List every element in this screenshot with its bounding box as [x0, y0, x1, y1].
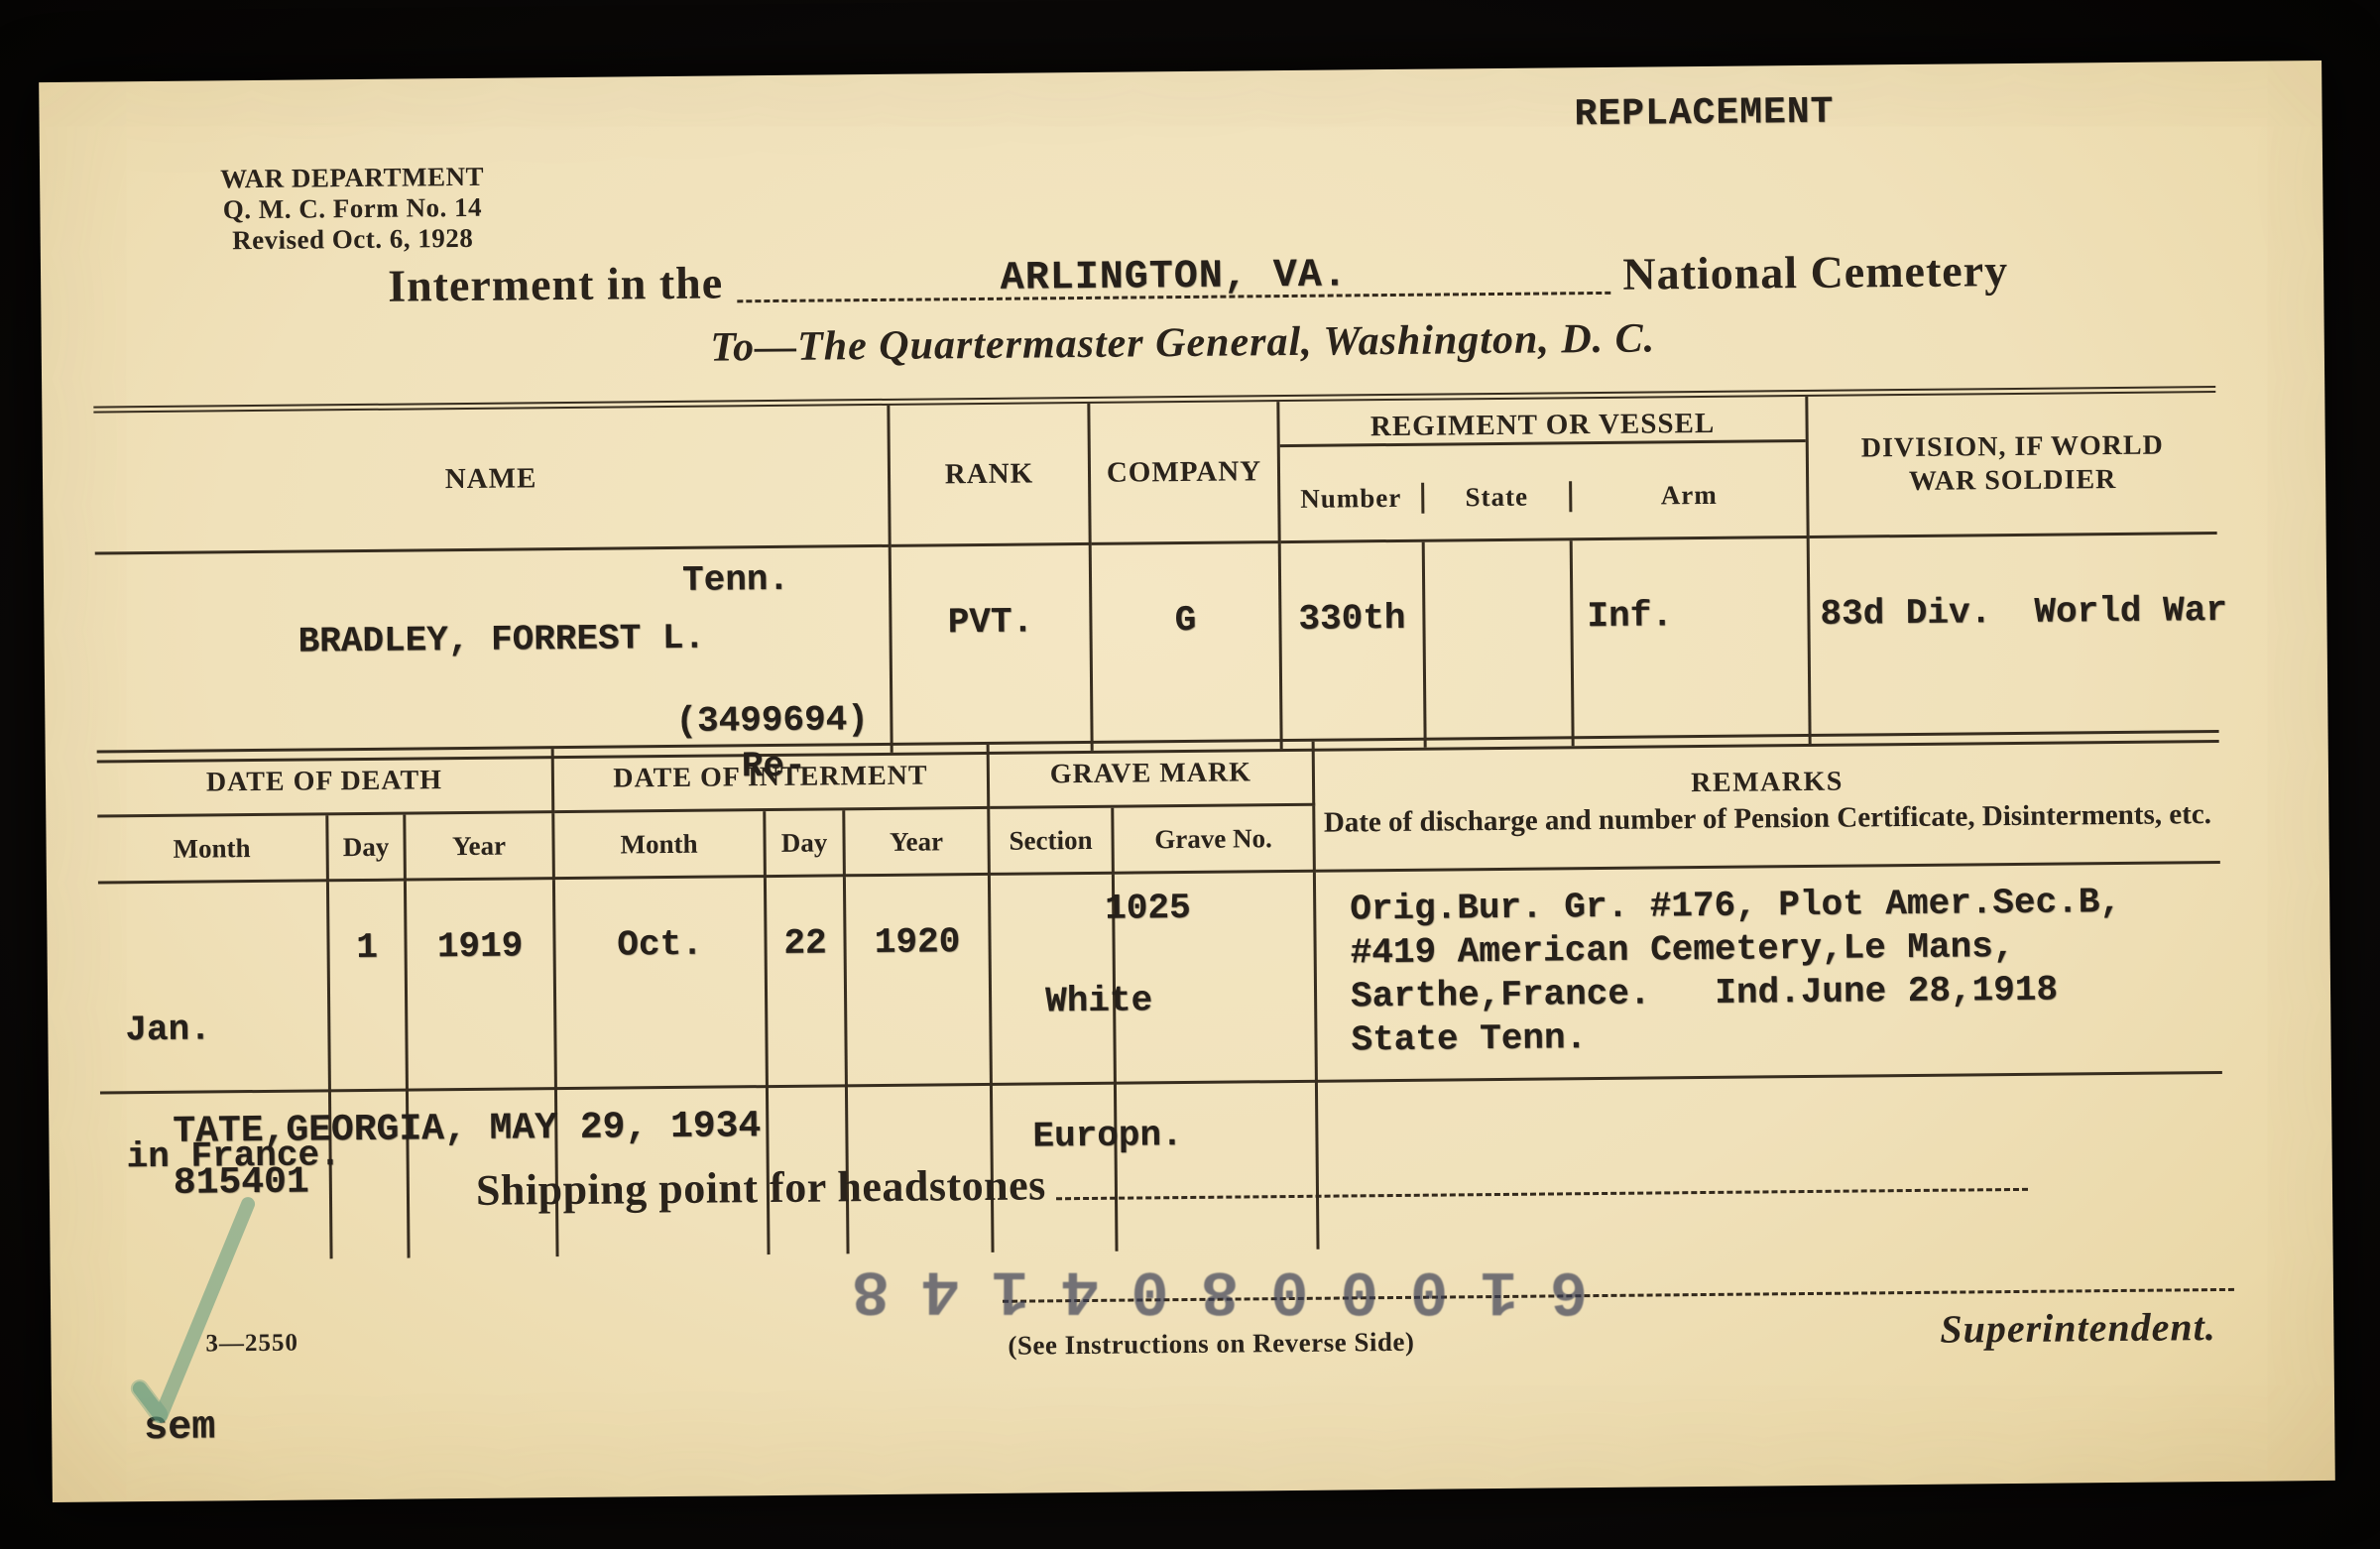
- service-number: (3499694): [675, 699, 870, 742]
- superintendent-label: Superintendent.: [1940, 1304, 2216, 1352]
- interment-day-header: Day: [766, 810, 846, 879]
- see-instructions-note: (See Instructions on Reverse Side): [1008, 1326, 1415, 1361]
- death-month-value: Jan.: [125, 1009, 211, 1051]
- division-value: 83d Div. World War: [1820, 589, 2228, 635]
- regiment-arm-header: Arm: [1660, 479, 1718, 510]
- death-day-header: Day: [328, 814, 407, 883]
- grave-mark-header: GRAVE MARK: [989, 741, 1316, 809]
- shipping-point-line: [1055, 1187, 2029, 1201]
- death-month-header: Month: [97, 815, 329, 885]
- regiment-or-vessel-label: REGIMENT OR VESSEL: [1279, 406, 1806, 448]
- section-value-line2: Europn.: [1032, 1115, 1183, 1157]
- soldier-table: NAME RANK COMPANY REGIMENT OR VESSEL Num…: [93, 386, 2228, 764]
- form-number: Q. M. C. Form No. 14: [222, 191, 483, 225]
- remarks-subtitle: Date of discharge and number of Pension …: [1323, 798, 2212, 839]
- war-department-heading: WAR DEPARTMENT: [220, 161, 485, 194]
- serial-number-stamp-upside-down: 61000804148: [819, 1252, 1589, 1326]
- interment-card: WAR DEPARTMENT Q. M. C. Form No. 14 Revi…: [39, 60, 2335, 1503]
- interment-year-header: Year: [845, 808, 991, 878]
- death-day-value: 1: [328, 881, 411, 1259]
- section-header: Section: [990, 807, 1115, 876]
- remarks-line: State Tenn.: [1351, 1017, 1588, 1061]
- regiment-number-value: 330th: [1280, 541, 1427, 750]
- cemetery-name-blank: ARLINGTON, VA.: [736, 233, 1611, 303]
- interment-title: Interment in the ARLINGTON, VA. National…: [388, 230, 2009, 312]
- soldier-name: BRADLEY, FORREST L.: [298, 617, 706, 662]
- section-value-line1: White: [1044, 980, 1153, 1022]
- replacement-stamp: REPLACEMENT: [1574, 90, 1835, 137]
- soldier-name-cell: Tenn. BRADLEY, FORREST L. (3499694): [94, 546, 893, 761]
- soldier-state-note: Tenn.: [681, 558, 790, 601]
- cemetery-name-typed: ARLINGTON, VA.: [1000, 253, 1348, 301]
- date-of-death-header: DATE OF DEATH: [96, 749, 555, 818]
- death-year-header: Year: [406, 813, 555, 882]
- division-header: DIVISION, IF WORLD WAR SOLDIER: [1808, 393, 2217, 538]
- origin-line: TATE,GEORGIA, MAY 29, 1934: [173, 1105, 762, 1153]
- rank-value: PVT.: [891, 544, 1094, 753]
- addressee-line: To—The Quartermaster General, Washington…: [710, 315, 1656, 371]
- name-header: NAME: [93, 405, 892, 555]
- rank-header: RANK: [890, 403, 1092, 547]
- company-header: COMPANY: [1090, 402, 1281, 545]
- clerk-initials: sem: [144, 1405, 216, 1452]
- regiment-state-value: [1424, 540, 1575, 748]
- interment-title-suffix: National Cemetery: [1622, 245, 2009, 299]
- re-interment-prefix-overlay: Re-: [741, 745, 806, 787]
- remarks-line: Orig.Bur. Gr. #176, Plot Amer.Sec.B,: [1350, 881, 2122, 930]
- arm-value: Inf.: [1572, 537, 1812, 747]
- company-value: G: [1091, 543, 1283, 751]
- interment-title-prefix: Interment in the: [387, 257, 724, 311]
- grave-no-header: Grave No.: [1114, 805, 1316, 875]
- regiment-group-header: REGIMENT OR VESSEL Number State Arm: [1279, 396, 1810, 544]
- reference-number: 815401: [173, 1160, 309, 1205]
- regiment-state-header: State: [1424, 480, 1573, 514]
- regiment-number-header: Number: [1280, 482, 1425, 515]
- remarks-label: REMARKS: [1691, 766, 1844, 799]
- shipping-point-label: Shipping point for headstones: [475, 1160, 1047, 1215]
- form-identification: WAR DEPARTMENT Q. M. C. Form No. 14 Revi…: [159, 161, 546, 257]
- burial-table: DATE OF DEATH DATE OF INTERMENT GRAVE MA…: [96, 730, 2222, 1261]
- print-code: 3—2550: [205, 1329, 299, 1358]
- remarks-header: REMARKS Date of discharge and number of …: [1314, 733, 2220, 873]
- interment-month-header: Month: [554, 811, 767, 881]
